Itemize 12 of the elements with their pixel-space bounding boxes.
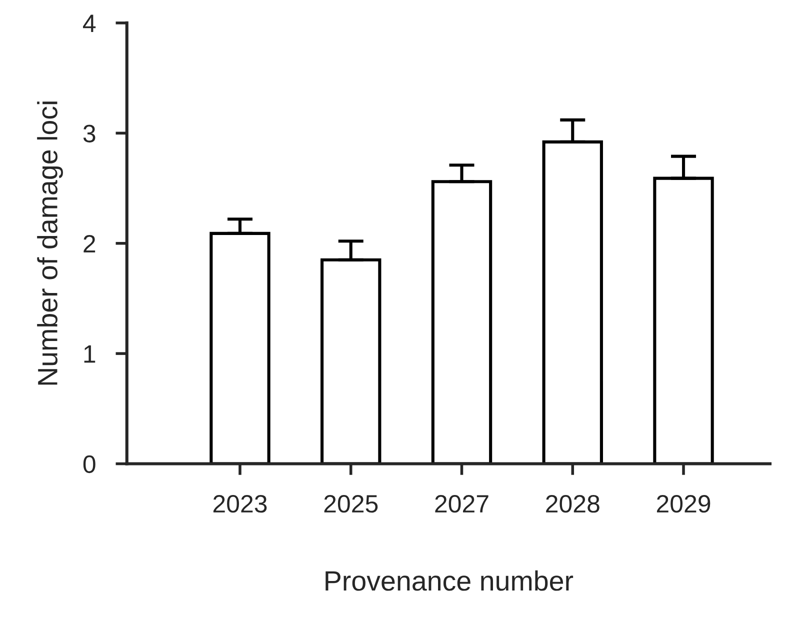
y-axis-title: Number of damage loci [37, 102, 63, 385]
x-tick-label: 2027 [435, 494, 488, 513]
y-tick-label: 3 [83, 124, 96, 142]
x-tick-label: 2023 [213, 494, 267, 513]
x-tick-label: 2029 [656, 494, 710, 513]
x-tick-label: 2028 [546, 494, 600, 513]
y-tick-label: 2 [84, 234, 96, 252]
y-tick-label: 0 [83, 455, 96, 474]
x-axis-title: Provenance number [326, 570, 574, 591]
y-tick-label: 4 [82, 14, 96, 32]
y-tick-label: 1 [84, 345, 96, 363]
x-tick-label: 2025 [324, 494, 378, 513]
